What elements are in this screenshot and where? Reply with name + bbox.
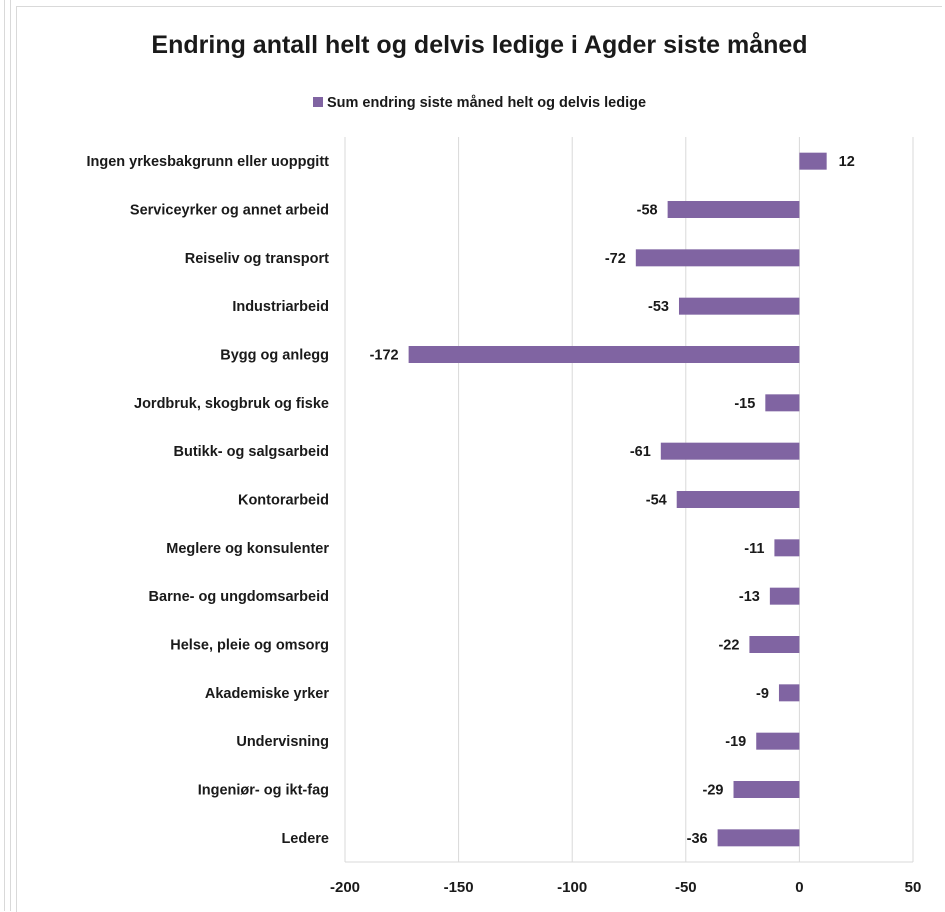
left-border-line-inner xyxy=(10,0,11,911)
data-label: -58 xyxy=(637,203,658,219)
category-label: Serviceyrker og annet arbeid xyxy=(130,203,329,219)
bar xyxy=(799,152,827,170)
category-label: Undervisning xyxy=(236,734,329,750)
category-label: Helse, pleie og omsorg xyxy=(170,638,329,654)
bar xyxy=(660,442,800,460)
data-label: 12 xyxy=(839,154,855,170)
data-label: -172 xyxy=(370,348,399,364)
category-label: Ledere xyxy=(281,831,329,847)
left-border-line xyxy=(4,0,5,911)
category-label: Industriarbeid xyxy=(232,299,329,315)
legend-swatch xyxy=(312,97,323,107)
bar xyxy=(778,684,800,702)
category-label: Ingen yrkesbakgrunn eller uoppgitt xyxy=(86,154,329,170)
x-tick-label: -150 xyxy=(444,879,474,896)
bar xyxy=(635,249,800,267)
bar xyxy=(769,587,800,605)
legend: Sum endring siste måned helt og delvis l… xyxy=(17,95,942,111)
data-label: -22 xyxy=(718,638,739,654)
data-label: -15 xyxy=(734,396,755,412)
category-label: Akademiske yrker xyxy=(205,686,329,702)
data-label: -9 xyxy=(756,686,769,702)
category-label: Butikk- og salgsarbeid xyxy=(173,444,329,460)
category-label: Kontorarbeid xyxy=(238,493,329,509)
data-label: -19 xyxy=(725,734,746,750)
data-label: -53 xyxy=(648,299,669,315)
data-label: -11 xyxy=(744,541,764,557)
x-tick-label: -200 xyxy=(330,879,360,896)
bar xyxy=(717,829,800,847)
chart-title: Endring antall helt og delvis ledige i A… xyxy=(151,31,808,59)
category-label: Reiseliv og transport xyxy=(185,251,329,267)
bar xyxy=(756,732,800,750)
bar xyxy=(749,636,800,653)
bar xyxy=(667,201,800,218)
bar xyxy=(678,297,800,315)
data-label: -54 xyxy=(646,493,667,509)
bar xyxy=(408,346,800,363)
chart-area: Endring antall helt og delvis ledige i A… xyxy=(16,6,942,912)
x-tick-label: 0 xyxy=(795,879,803,896)
category-label: Barne- og ungdomsarbeid xyxy=(149,589,329,605)
bar xyxy=(774,539,800,557)
category-label: Bygg og anlegg xyxy=(220,348,329,364)
category-label: Ingeniør- og ikt-fag xyxy=(198,783,329,799)
x-tick-label: 50 xyxy=(905,879,922,896)
data-label: -29 xyxy=(703,783,724,799)
data-label: -72 xyxy=(605,251,626,267)
x-tick-label: -50 xyxy=(675,879,697,896)
data-label: -36 xyxy=(687,831,708,847)
legend-label: Sum endring siste måned helt og delvis l… xyxy=(326,95,647,111)
category-label: Jordbruk, skogbruk og fiske xyxy=(134,396,329,412)
category-label: Meglere og konsulenter xyxy=(166,541,329,557)
bar xyxy=(733,781,800,798)
bar xyxy=(676,491,800,508)
x-tick-label: -100 xyxy=(557,879,587,896)
plot-area: -200 -150 -100 -50 0 50 Ingen yrkesbakgrunn el… xyxy=(86,137,922,896)
bar xyxy=(765,394,800,412)
data-label: -13 xyxy=(739,589,760,605)
data-label: -61 xyxy=(630,444,651,460)
